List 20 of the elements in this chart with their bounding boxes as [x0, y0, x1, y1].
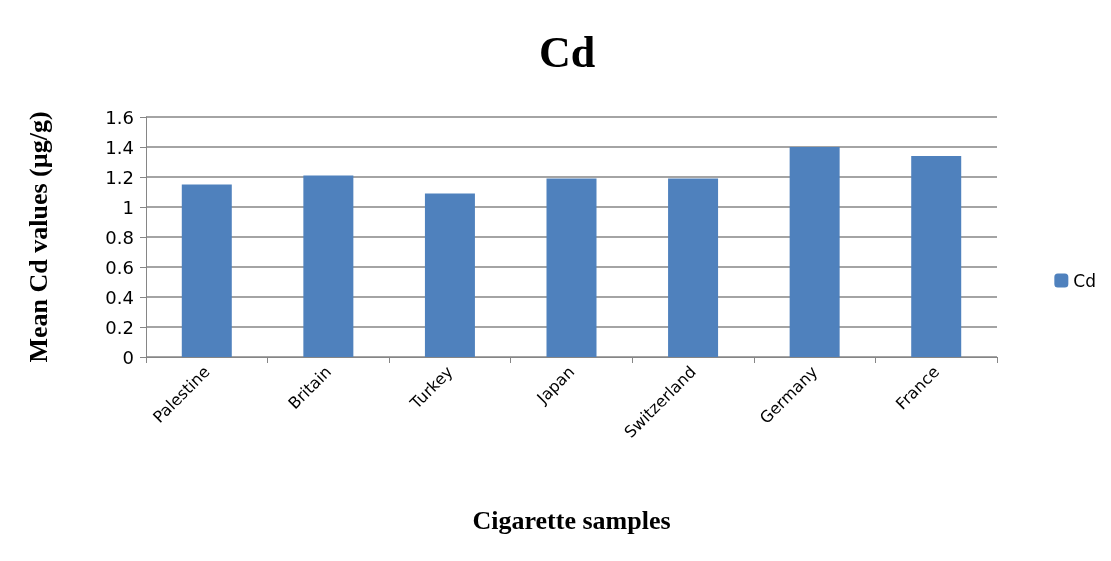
bar — [789, 147, 840, 357]
bar — [546, 178, 597, 357]
legend-label: Cd — [1073, 270, 1097, 291]
y-tick-label: 0.6 — [105, 256, 134, 278]
y-tick-label: 1.2 — [105, 166, 134, 188]
bar — [911, 156, 962, 357]
y-tick-label: 0.2 — [105, 316, 134, 338]
chart-title: Cd — [538, 27, 596, 77]
bar — [424, 193, 475, 357]
bar — [303, 175, 354, 357]
y-tick-label: 1.4 — [105, 136, 134, 158]
bar — [668, 178, 719, 357]
x-axis-title: Cigarette samples — [472, 505, 671, 535]
y-tick-label: 0.8 — [105, 226, 134, 248]
y-tick-label: 0 — [122, 346, 134, 368]
y-axis-title: Mean Cd values (µg/g) — [23, 111, 53, 363]
bar — [181, 184, 232, 357]
y-tick-label: 1 — [122, 196, 134, 218]
y-tick-label: 1.6 — [105, 106, 134, 128]
y-tick-label: 0.4 — [105, 286, 134, 308]
